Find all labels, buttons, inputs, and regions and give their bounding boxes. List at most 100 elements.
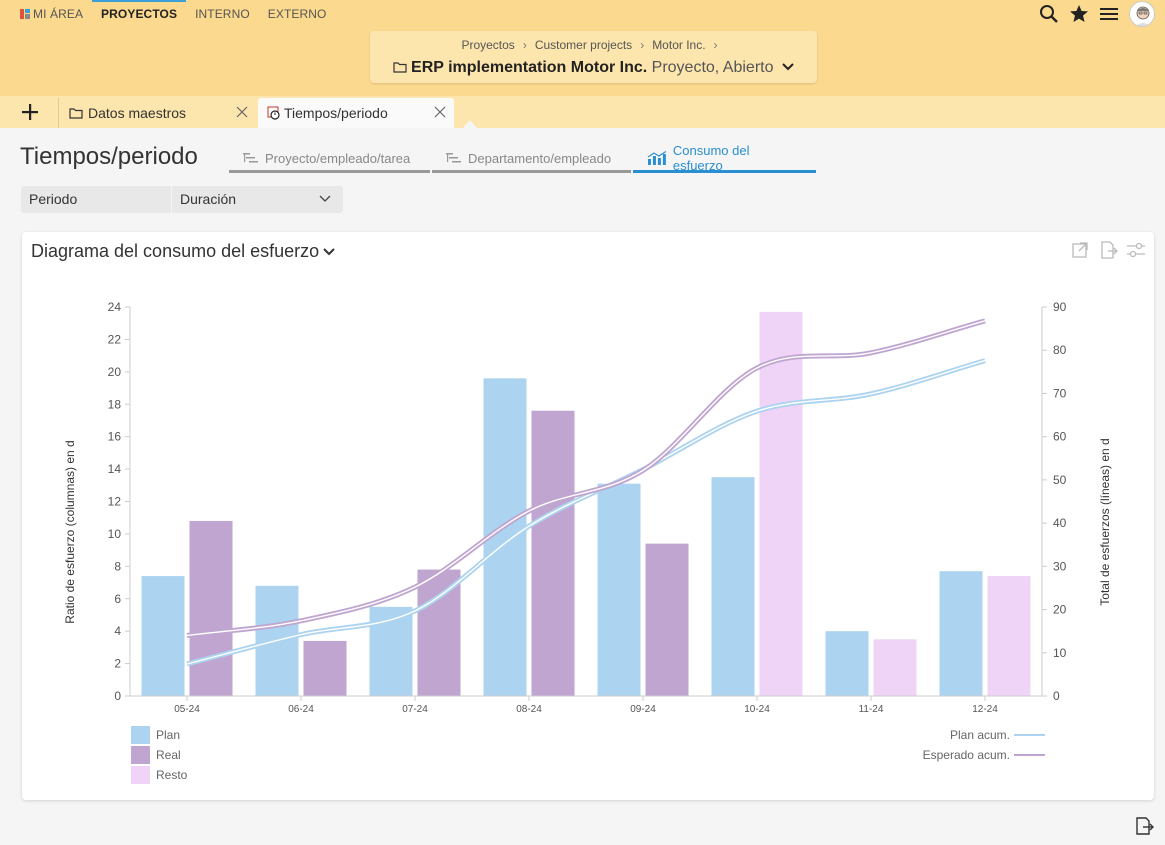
timesheet-icon (267, 106, 280, 120)
y-tick-label: 0 (114, 689, 121, 703)
x-tick-label: 08-24 (516, 704, 542, 715)
breadcrumb-item[interactable]: Customer projects (534, 38, 633, 52)
x-tick-label: 10-24 (744, 704, 770, 715)
bar-chart-icon (647, 151, 667, 165)
close-icon[interactable] (236, 106, 248, 118)
bar-plan (597, 483, 641, 696)
avatar[interactable] (1129, 1, 1155, 27)
breadcrumb: Proyectos › Customer projects › Motor Inc. › (461, 38, 718, 52)
card-tools (1070, 240, 1146, 260)
chevron-down-icon (782, 63, 794, 71)
tab-proyecto-empleado-tarea[interactable]: Proyecto/empleado/tarea (229, 146, 430, 173)
breadcrumb-item[interactable]: Motor Inc. (652, 38, 706, 52)
nav-item-interno[interactable]: INTERNO (186, 0, 259, 28)
y-tick-label: 2 (114, 657, 121, 671)
period-select[interactable]: Duración (171, 186, 343, 213)
nav-item-mi-area[interactable]: MI ÁREA (20, 0, 92, 28)
legend-swatch (131, 746, 150, 764)
bar-plan (825, 631, 869, 696)
chevron-down-icon (323, 247, 335, 255)
y-tick-label: 6 (114, 592, 121, 606)
legend-label: Resto (156, 768, 188, 782)
dashboard-icon (20, 9, 30, 19)
y-axis-label: Ratio de esfuerzo (columnas) en d (63, 440, 77, 623)
y-tick-label: 16 (108, 430, 122, 444)
legend-swatch (131, 766, 150, 784)
star-icon[interactable] (1069, 4, 1089, 24)
bar-real (531, 410, 575, 696)
effort-chart: 0246810121416182022240102030405060708090… (63, 300, 1112, 784)
nav-label: MI ÁREA (33, 7, 84, 21)
y-tick-label: 18 (108, 397, 122, 411)
top-icons (1039, 0, 1155, 28)
y-tick-label: 8 (114, 559, 121, 573)
nav-label: PROYECTOS (101, 7, 178, 21)
view-tabs: Proyecto/empleado/tarea Departamento/emp… (229, 143, 818, 173)
line-series-highlight (186, 359, 986, 665)
period-filter: Periodo Duración (21, 186, 343, 213)
export-icon[interactable] (1098, 240, 1118, 260)
export-icon[interactable] (1133, 815, 1155, 837)
y2-tick-label: 30 (1053, 559, 1067, 573)
line-series-highlight (186, 320, 986, 637)
bar-resto (759, 311, 803, 696)
chevron-down-icon (319, 195, 331, 202)
page-title: Tiempos/periodo (20, 143, 198, 170)
plus-icon (22, 104, 38, 120)
bar-resto (873, 639, 917, 696)
top-bar: MI ÁREA PROYECTOS INTERNO EXTERNO Proyec… (0, 0, 1165, 96)
bar-plan (711, 477, 755, 696)
search-icon[interactable] (1039, 4, 1059, 24)
tab-datos-maestros[interactable]: Datos maestros (58, 98, 256, 128)
y2-tick-label: 90 (1053, 300, 1067, 314)
y2-tick-label: 80 (1053, 343, 1067, 357)
tab-label: Consumo del esfuerzo (672, 143, 750, 173)
filter-label: Periodo (29, 191, 78, 207)
legend-label: Plan acum. (950, 728, 1010, 742)
nav-item-externo[interactable]: EXTERNO (259, 0, 336, 28)
tab-label: Departamento/empleado (468, 150, 612, 166)
nav-item-proyectos[interactable]: PROYECTOS (92, 0, 187, 28)
y-tick-label: 20 (108, 365, 122, 379)
legend-label: Plan (156, 728, 180, 742)
tab-label: Datos maestros (88, 105, 187, 121)
y2-axis-label: Total de esfuerzos (líneas) en d (1098, 438, 1112, 605)
y-tick-label: 22 (108, 332, 122, 346)
nav-label: INTERNO (195, 7, 250, 21)
y2-tick-label: 70 (1053, 386, 1067, 400)
x-tick-label: 09-24 (630, 704, 656, 715)
y-tick-label: 24 (108, 300, 122, 314)
legend-swatch (131, 726, 150, 744)
tab-label: Proyecto/empleado/tarea (265, 150, 411, 166)
chart-title: Diagrama del consumo del esfuerzo (31, 241, 320, 261)
add-tab-button[interactable] (19, 101, 41, 123)
bar-plan (939, 571, 983, 696)
bar-plan (141, 576, 185, 696)
chart-title-dropdown[interactable]: Diagrama del consumo del esfuerzo (31, 241, 335, 262)
open-external-icon[interactable] (1070, 240, 1090, 260)
y-tick-label: 4 (114, 624, 121, 638)
tab-tiempos-periodo[interactable]: Tiempos/periodo (258, 98, 454, 128)
close-icon[interactable] (434, 106, 446, 118)
tab-consumo-del-esfuerzo[interactable]: Consumo del esfuerzo (633, 143, 816, 173)
y2-tick-label: 0 (1053, 689, 1060, 703)
breadcrumb-item[interactable]: Proyectos (461, 38, 515, 52)
folder-icon (69, 108, 83, 119)
settings-sliders-icon[interactable] (1126, 240, 1146, 260)
menu-icon[interactable] (1099, 4, 1119, 24)
y2-tick-label: 10 (1053, 646, 1067, 660)
bar-resto (987, 576, 1031, 696)
y2-tick-label: 60 (1053, 430, 1067, 444)
x-tick-label: 07-24 (402, 704, 428, 715)
tree-icon (446, 153, 461, 163)
tab-departamento-empleado[interactable]: Departamento/empleado (432, 146, 631, 173)
main-nav: MI ÁREA PROYECTOS INTERNO EXTERNO (20, 0, 336, 28)
nav-label: EXTERNO (267, 7, 327, 21)
x-tick-label: 05-24 (174, 704, 200, 715)
period-select-value: Duración (180, 191, 237, 207)
legend-label: Real (156, 748, 181, 762)
y-tick-label: 14 (108, 462, 122, 476)
y-tick-label: 10 (108, 527, 122, 541)
project-title[interactable]: ERP implementation Motor Inc. Proyecto, … (370, 59, 817, 77)
